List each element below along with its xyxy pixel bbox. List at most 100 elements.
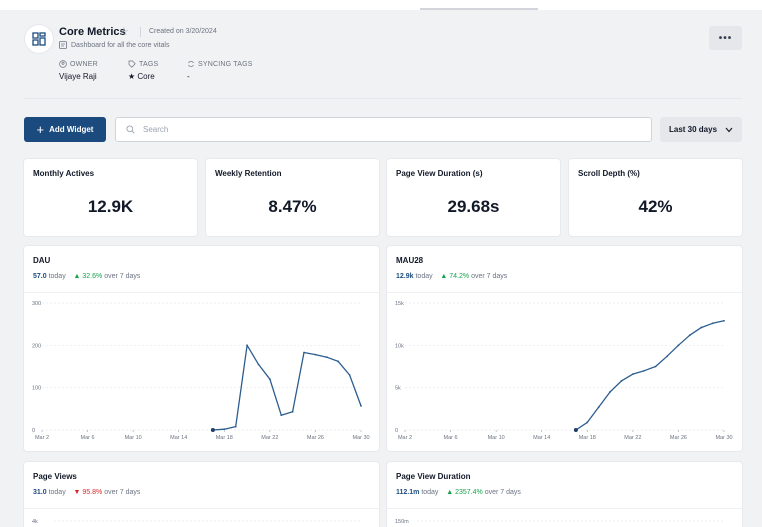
search-input[interactable] — [143, 125, 623, 134]
y-tick-label: 0 — [32, 428, 35, 434]
trend-up-icon: ▲ — [73, 273, 81, 280]
chart-card-page-view-duration[interactable]: Page View Duration 112.1m today ▲ 2357.4… — [387, 462, 742, 527]
stat-title: Scroll Depth (%) — [578, 169, 640, 178]
change-value: 32.6% — [82, 273, 103, 280]
series-line — [575, 320, 725, 431]
date-range-dropdown[interactable]: Last 30 days — [660, 117, 742, 142]
stat-card-monthly-actives[interactable]: Monthly Actives 12.9K — [24, 159, 197, 236]
data-point — [620, 379, 623, 382]
note-icon — [59, 41, 67, 49]
today-value: 57.0 — [33, 273, 47, 280]
y-tick-label: 300 — [32, 301, 41, 307]
description-text: Dashboard for all the core vitals — [71, 41, 170, 49]
tag-core[interactable]: ★ Core — [128, 72, 155, 81]
dashboard-description: Dashboard for all the core vitals — [59, 41, 169, 49]
trend-up-icon: ▲ — [446, 489, 454, 496]
data-point — [291, 410, 294, 413]
x-tick-label: Mar 10 — [488, 435, 505, 441]
syncing-tags-label: SYNCING TAGS — [187, 60, 253, 68]
stat-title: Weekly Retention — [215, 169, 282, 178]
x-tick-label: Mar 6 — [444, 435, 458, 441]
chart-title: Page Views — [33, 472, 77, 481]
more-options-button[interactable]: ••• — [709, 26, 742, 50]
chart-divider — [387, 292, 742, 293]
search-icon — [126, 125, 135, 134]
data-point — [268, 378, 271, 381]
mau28-plot: 0 5k 10k 15k Mar 2 Mar 6 Mar 10 Mar 14 Mar 18 Mar… — [395, 301, 733, 441]
stat-card-scroll-depth[interactable]: Scroll Depth (%) 42% — [569, 159, 742, 236]
owner-label: OWNER — [59, 60, 98, 68]
change-value: 74.2% — [449, 273, 470, 280]
stat-title: Monthly Actives — [33, 169, 95, 178]
owner-value[interactable]: Vijaye Raji — [59, 72, 97, 81]
data-point — [337, 360, 340, 363]
y-tick-label: 200 — [32, 343, 41, 349]
page-view-duration-plot: 150m — [395, 519, 724, 525]
x-tick-label: Mar 22 — [624, 435, 641, 441]
chart-summary: 31.0 today ▼ 95.8% over 7 days — [33, 489, 141, 496]
x-tick-label: Mar 18 — [579, 435, 596, 441]
stat-value: 12.9K — [87, 197, 134, 216]
stat-title: Page View Duration (s) — [396, 169, 483, 178]
stat-value: 29.68s — [447, 197, 500, 216]
data-point — [360, 404, 362, 407]
data-point — [234, 425, 237, 428]
data-point — [246, 344, 248, 347]
page-title: Core Metrics — [59, 26, 126, 38]
user-icon — [59, 60, 67, 68]
y-tick-label: 0 — [395, 428, 398, 434]
data-point — [223, 428, 226, 431]
chart-card-page-views[interactable]: Page Views 31.0 today ▼ 95.8% over 7 day… — [24, 462, 379, 527]
data-point — [643, 369, 646, 372]
x-tick-label: Mar 6 — [81, 435, 95, 441]
x-tick-label: Mar 14 — [170, 435, 187, 441]
data-point — [609, 391, 611, 393]
x-tick-label: Mar 2 — [398, 435, 412, 441]
x-tick-label: Mar 18 — [216, 435, 233, 441]
y-tick-label: 150m — [395, 519, 409, 525]
chart-summary: 12.9k today ▲ 74.2% over 7 days — [396, 273, 508, 280]
page-views-plot: 4k — [32, 519, 361, 525]
data-point — [280, 414, 283, 417]
y-tick-label: 5k — [395, 386, 401, 392]
chevron-down-icon — [725, 127, 733, 132]
chart-divider — [24, 292, 379, 293]
search-box[interactable] — [115, 117, 652, 142]
data-point — [210, 428, 215, 432]
data-point — [631, 373, 634, 376]
data-point — [325, 356, 328, 359]
y-tick-label: 10k — [395, 343, 404, 349]
data-point — [654, 365, 657, 368]
y-tick-label: 100 — [32, 386, 41, 392]
y-tick-label: 15k — [395, 301, 404, 307]
data-point — [348, 374, 351, 376]
data-point — [700, 326, 703, 329]
data-point — [723, 319, 725, 322]
trend-up-icon: ▲ — [440, 273, 448, 280]
tags-label: TAGS — [128, 60, 158, 68]
stat-card-page-view-duration[interactable]: Page View Duration (s) 29.68s — [387, 159, 560, 236]
favorite-star-icon[interactable]: ☆ — [119, 26, 129, 38]
data-point — [688, 334, 691, 337]
chart-title: DAU — [33, 256, 51, 265]
add-widget-button[interactable]: + Add Widget — [24, 117, 106, 142]
sync-icon — [188, 61, 194, 67]
created-date: Created on 3/20/2024 — [149, 28, 217, 35]
x-tick-label: Mar 30 — [352, 435, 369, 441]
chart-card-mau28[interactable]: MAU28 12.9k today ▲ 74.2% over 7 days 0 5… — [387, 246, 742, 451]
today-value: 31.0 — [33, 489, 47, 496]
chart-divider — [24, 508, 379, 509]
stat-card-weekly-retention[interactable]: Weekly Retention 8.47% — [206, 159, 379, 236]
stat-value: 42% — [638, 197, 673, 216]
chart-card-dau[interactable]: DAU 57.0 today ▲ 32.6% over 7 days 0 100 2… — [24, 246, 379, 451]
data-point — [303, 351, 305, 354]
data-point — [711, 322, 714, 325]
dau-plot: 0 100 200 300 Mar 2 Mar 6 Mar 10 Mar 14 Mar 18 Ma… — [32, 301, 370, 441]
data-point — [257, 363, 260, 366]
today-value: 112.1m — [396, 489, 420, 496]
tab-indicator — [420, 8, 538, 10]
data-point — [586, 421, 589, 424]
stat-value: 8.47% — [268, 197, 317, 216]
syncing-tags-value: - — [187, 72, 190, 81]
plus-icon: + — [36, 122, 45, 137]
